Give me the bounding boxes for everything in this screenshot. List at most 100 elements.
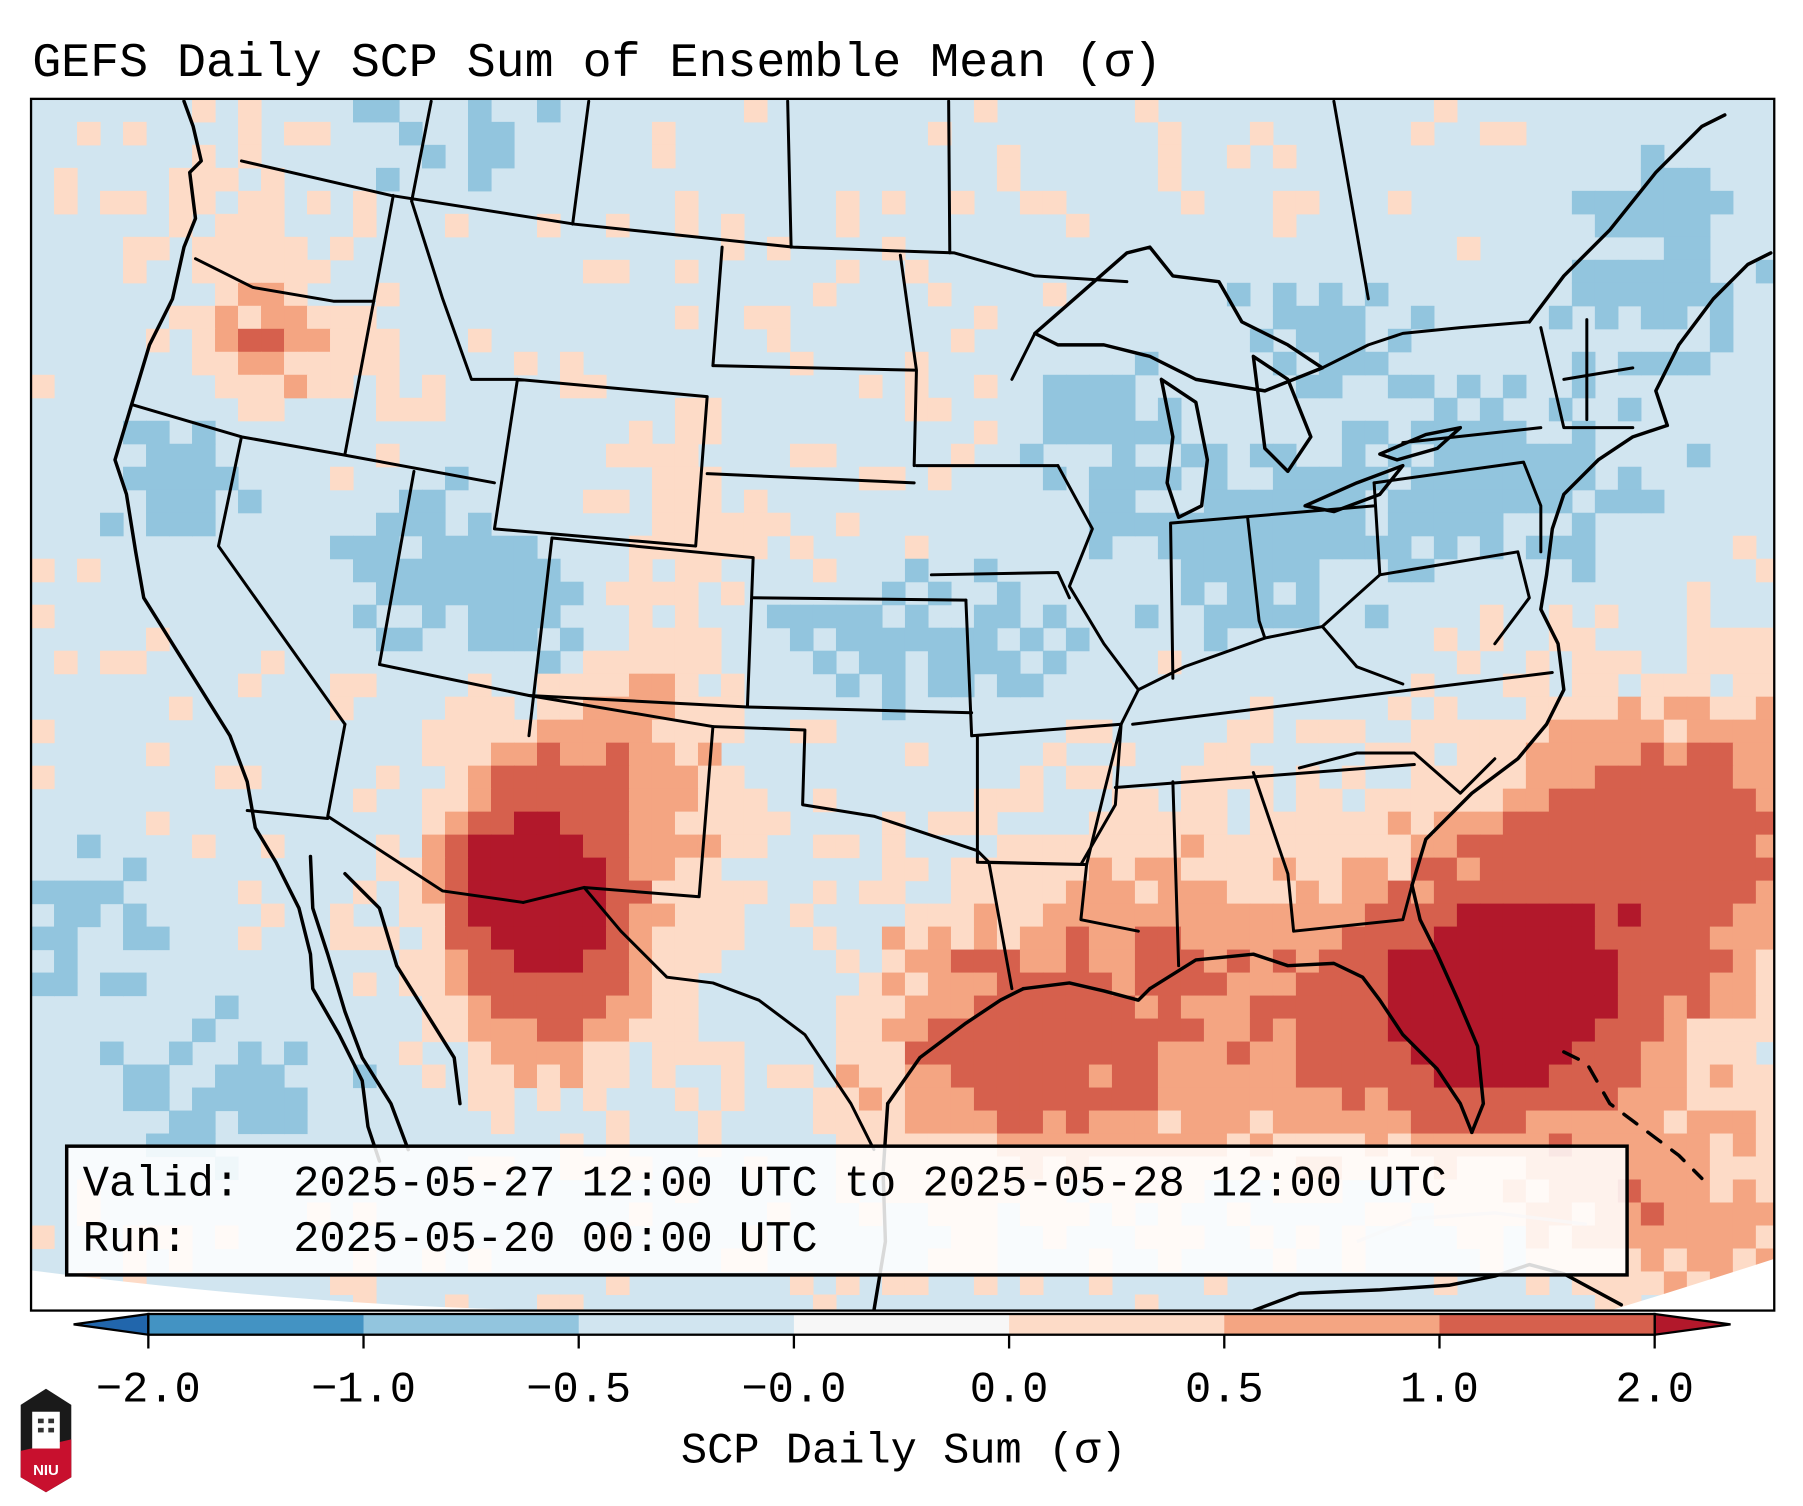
heatmap-cell	[192, 351, 216, 376]
heatmap-cell	[720, 535, 745, 560]
heatmap-cell	[881, 995, 906, 1020]
heatmap-cell	[1502, 926, 1527, 951]
colorbar-tick-label: −1.0	[311, 1366, 416, 1415]
heatmap-cell	[376, 328, 400, 353]
heatmap-cell	[330, 328, 354, 353]
heatmap-cell	[513, 719, 538, 744]
heatmap-cell	[1663, 351, 1688, 376]
heatmap-cell	[743, 489, 768, 514]
heatmap-cell	[146, 811, 170, 836]
heatmap-cell	[1295, 834, 1320, 859]
heatmap-cell	[1548, 443, 1573, 468]
heatmap-cell	[1640, 972, 1665, 997]
heatmap-cell	[1732, 1156, 1757, 1181]
heatmap-cell	[1180, 926, 1205, 951]
heatmap-cell	[1318, 305, 1343, 330]
heatmap-cell	[628, 857, 653, 882]
heatmap-cell	[835, 627, 860, 652]
heatmap-cell	[1663, 696, 1688, 721]
heatmap-cell	[743, 535, 768, 560]
heatmap-cell	[1111, 811, 1136, 836]
heatmap-cell	[950, 857, 975, 882]
heatmap-cell	[376, 535, 400, 560]
heatmap-cell	[1410, 466, 1435, 491]
heatmap-cell	[1571, 650, 1596, 675]
heatmap-cell	[307, 190, 331, 215]
heatmap-cell	[445, 972, 469, 997]
heatmap-cell	[812, 650, 837, 675]
heatmap-cell	[628, 742, 653, 767]
heatmap-cell	[1755, 558, 1775, 583]
heatmap-cell	[1410, 972, 1435, 997]
heatmap-cell	[1502, 1018, 1527, 1043]
heatmap-cell	[674, 834, 699, 859]
heatmap-cell	[1640, 1202, 1665, 1227]
heatmap-cell	[996, 1018, 1021, 1043]
heatmap-cell	[1203, 512, 1228, 537]
heatmap-cell	[1525, 880, 1550, 905]
heatmap-cell	[1617, 466, 1642, 491]
heatmap-cell	[1456, 811, 1481, 836]
heatmap-cell	[697, 880, 722, 905]
heatmap-cell	[1295, 995, 1320, 1020]
heatmap-cell	[1571, 627, 1596, 652]
heatmap-cell	[996, 880, 1021, 905]
heatmap-cell	[399, 1041, 423, 1066]
heatmap-cell	[1134, 995, 1159, 1020]
heatmap-cell	[1042, 926, 1067, 951]
heatmap-cell	[1157, 1064, 1182, 1089]
heatmap-cell	[1548, 972, 1573, 997]
heatmap-cell	[1640, 305, 1665, 330]
heatmap-cell	[973, 305, 998, 330]
heatmap-cell	[1065, 719, 1090, 744]
heatmap-cell	[1686, 995, 1711, 1020]
heatmap-cell	[238, 397, 262, 422]
heatmap-cell	[1663, 1248, 1688, 1273]
heatmap-cell	[858, 1087, 883, 1112]
heatmap-cell	[1663, 880, 1688, 905]
heatmap-cell	[582, 765, 607, 790]
heatmap-cell	[1479, 512, 1504, 537]
heatmap-cell	[1479, 995, 1504, 1020]
heatmap-cell	[835, 1110, 860, 1135]
heatmap-cell	[146, 627, 170, 652]
heatmap-cell	[1617, 811, 1642, 836]
heatmap-cell	[490, 995, 515, 1020]
heatmap-cell	[490, 972, 515, 997]
heatmap-cell	[445, 995, 469, 1020]
heatmap-cell	[307, 351, 331, 376]
heatmap-cell	[605, 1110, 630, 1135]
heatmap-cell	[605, 581, 630, 606]
heatmap-cell	[1364, 1018, 1389, 1043]
heatmap-cell	[674, 719, 699, 744]
heatmap-cell	[1571, 742, 1596, 767]
heatmap-cell	[1456, 834, 1481, 859]
heatmap-cell	[973, 1041, 998, 1066]
heatmap-cell	[720, 811, 745, 836]
heatmap-cell	[881, 696, 906, 721]
heatmap-cell	[307, 328, 331, 353]
heatmap-cell	[1640, 282, 1665, 307]
heatmap-cell	[1686, 236, 1711, 261]
heatmap-cell	[720, 880, 745, 905]
heatmap-cell	[1341, 903, 1366, 928]
heatmap-cell	[789, 351, 814, 376]
heatmap-cell	[950, 1018, 975, 1043]
heatmap-cell	[1525, 949, 1550, 974]
heatmap-cell	[1571, 926, 1596, 951]
heatmap-cell	[973, 627, 998, 652]
heatmap-cell	[605, 213, 630, 238]
heatmap-cell	[1019, 673, 1044, 698]
heatmap-cell	[1019, 1271, 1044, 1296]
heatmap-cell	[1732, 995, 1757, 1020]
heatmap-cell	[973, 558, 998, 583]
heatmap-cell	[1341, 880, 1366, 905]
heatmap-cell	[904, 1018, 929, 1043]
heatmap-cell	[1157, 1110, 1182, 1135]
heatmap-cell	[628, 604, 653, 629]
heatmap-cell	[628, 650, 653, 675]
heatmap-cell	[422, 995, 446, 1020]
heatmap-cell	[399, 558, 423, 583]
heatmap-cell	[422, 558, 446, 583]
heatmap-cell	[1341, 351, 1366, 376]
